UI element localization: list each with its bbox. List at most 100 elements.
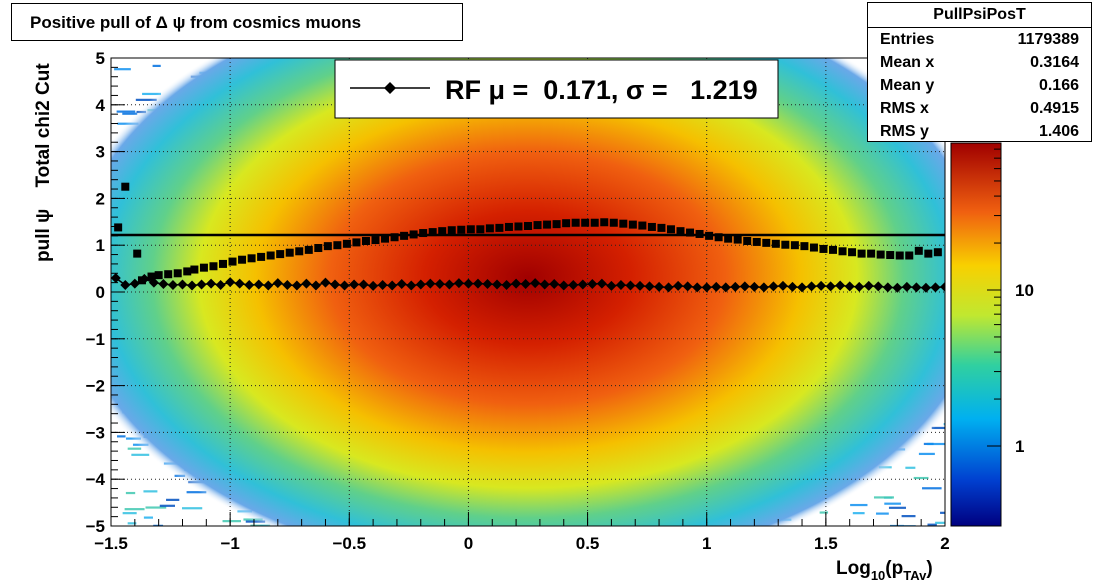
heatmap-cell [143,490,158,493]
diamond-marker [787,281,798,292]
heatmap-cell [852,512,865,515]
heatmap-cell [927,442,945,446]
diamond-marker [720,282,731,293]
heatmap-cell [905,466,916,469]
stats-label: Mean y [880,77,935,94]
diamond-marker [387,280,398,291]
diamond-marker [263,280,274,291]
diamond-marker [692,282,703,293]
square-marker [295,247,304,256]
square-marker [266,251,275,260]
x-axis-title-part: 10 [871,568,885,583]
diamond-marker [434,279,445,290]
square-marker [676,227,685,236]
diamond-marker [873,281,884,292]
square-marker [733,235,742,244]
square-marker [524,222,532,231]
diamond-marker [701,282,712,293]
square-marker [514,222,523,231]
square-marker [495,223,504,232]
heatmap-cell [143,516,153,519]
square-marker [609,218,618,227]
heatmap-cell [122,112,138,115]
square-marker [304,245,313,254]
diamond-marker [368,280,379,291]
square-marker [276,250,285,259]
diamond-marker [863,280,874,291]
diamond-marker [758,282,769,293]
diamond-marker [291,280,302,291]
diamond-marker [196,279,207,290]
square-marker [914,246,923,255]
y-tick-label: 3 [96,143,105,162]
stats-label: RMS y [880,123,929,140]
diamond-marker [234,278,245,289]
square-marker [647,222,656,231]
heatmap-cell [922,487,942,490]
diamond-marker [644,281,655,292]
stats-value: 1179389 [1017,31,1079,48]
square-marker [457,225,466,234]
diamond-marker [940,281,945,292]
heatmap-cell [182,507,203,510]
diamond-marker [530,278,541,289]
square-marker [342,239,351,248]
square-marker [333,241,342,250]
stats-row-entries: Entries 1179389 [868,28,1091,51]
diamond-marker [711,281,722,292]
color-scale-bar: 1 10 [950,142,1034,527]
diamond-marker [682,281,693,292]
heatmap-cell [931,426,945,430]
square-marker [533,221,542,230]
square-marker [867,249,876,258]
heatmap-cell [888,506,906,509]
x-axis-title-part: Log [836,558,871,579]
square-marker [409,230,418,239]
heatmap-cell [116,110,136,113]
square-marker [743,236,752,245]
square-marker [924,249,933,258]
diamond-marker [577,279,588,290]
diamond-marker [244,279,255,290]
stats-row-mean-x: Mean x 0.3164 [868,51,1091,74]
y-tick-label: −2 [86,377,105,396]
heatmap-cell [186,491,207,494]
square-marker [133,249,142,258]
diamond-marker [673,280,684,291]
stats-title: PullPsiPosT [868,3,1091,28]
square-marker [886,251,895,260]
square-marker [686,228,695,237]
diamond-marker [139,273,150,284]
diamond-marker [320,277,331,288]
diamond-marker [634,280,645,291]
diamond-marker [835,280,846,291]
square-marker [257,252,266,261]
diamond-marker [768,281,779,292]
plot-axes: −1.5 −1 −0.5 0 0.5 1 1.5 2 −5 −4 −3 −2 −1 0 1 2 3 4 5 [86,49,950,553]
diamond-marker [415,279,426,290]
x-axis-title: Log10(pTAv) [836,558,933,583]
square-marker [247,254,256,263]
legend-text: RF μ = 0.171, σ = 1.219 [445,75,758,105]
heatmap-cell [142,92,162,96]
x-tick-label: −1.5 [94,534,128,553]
square-marker [428,228,437,237]
heatmap-cell [125,491,136,495]
square-marker [485,224,494,233]
diamond-marker [310,280,321,291]
heatmap-cell [127,447,142,450]
square-marker [147,272,156,281]
square-marker [800,242,809,251]
x-axis-title-part: (p [885,558,903,579]
y-tick-label: 1 [96,236,105,255]
square-marker [638,221,647,230]
heatmap-cell [222,520,241,523]
diamond-marker [187,280,198,291]
diamond-marker [844,281,855,292]
x-tick-label: 0 [464,534,473,553]
square-marker [400,231,409,240]
stats-value: 0.3164 [1030,54,1079,71]
y-tick-label: −5 [86,517,105,536]
square-marker [724,234,733,243]
square-marker [819,244,828,253]
